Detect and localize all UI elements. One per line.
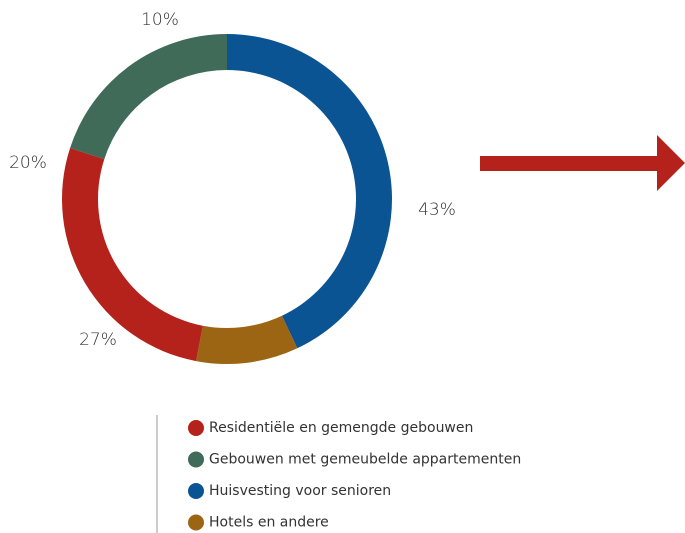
value-label: 20% <box>9 153 47 173</box>
legend-label: Residentiële en gemengde gebouwen <box>209 420 473 436</box>
arrow <box>480 135 685 191</box>
donut-segment <box>196 315 298 364</box>
legend-swatch <box>188 451 204 468</box>
legend-label: Gebouwen met gemeubelde appartementen <box>209 452 521 468</box>
value-label: 27% <box>79 330 117 350</box>
legend-swatch <box>188 420 204 436</box>
arrow-shaft <box>480 156 660 171</box>
donut-segment <box>227 34 392 349</box>
legend-swatch <box>188 514 204 531</box>
value-label: 10% <box>141 10 179 30</box>
value-label: 43% <box>418 200 456 220</box>
donut-segment <box>61 148 203 362</box>
legend-swatch <box>188 483 204 499</box>
arrow-head <box>657 135 685 191</box>
donut-segment <box>70 34 227 160</box>
legend-label: Hotels en andere <box>209 515 329 531</box>
legend-label: Huisvesting voor senioren <box>209 483 391 499</box>
